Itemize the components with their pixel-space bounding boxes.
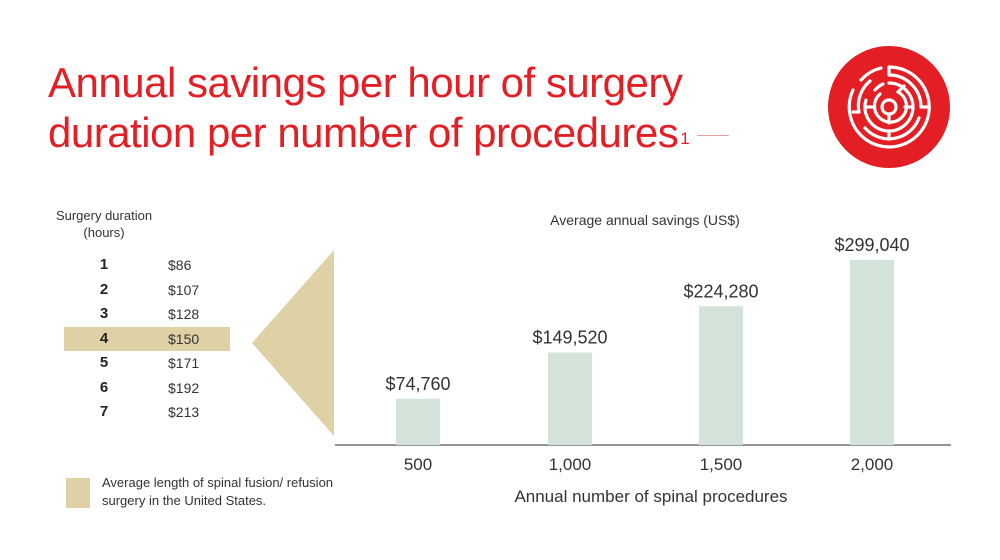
duration-hours: 5: [99, 354, 109, 371]
bar-value-label: $224,280: [683, 281, 758, 301]
bar-value-label: $299,040: [834, 235, 909, 255]
bar-500: [396, 398, 440, 445]
duration-hours: 1: [99, 256, 109, 273]
duration-cost: $213: [168, 404, 200, 420]
footnote-marker: 1: [680, 129, 690, 148]
x-tick-label: 2,000: [851, 455, 894, 474]
maze-icon: [828, 46, 950, 168]
legend-text: Average length of spinal fusion/ refusio…: [102, 475, 334, 508]
duration-hours: 3: [99, 305, 109, 322]
duration-cost: $192: [168, 379, 200, 396]
x-tick-label: 1,500: [700, 455, 743, 474]
title-line-1: Annual savings per hour of surgery: [48, 59, 683, 106]
legend-swatch: [66, 478, 90, 508]
x-tick-label: 500: [404, 455, 432, 474]
duration-row: 6 $192: [64, 376, 230, 401]
duration-table: 1 $86 2 $107 3 $128 4 $150 5 $171 6 $192 7 $213: [64, 253, 230, 425]
bar-1000: [548, 352, 592, 445]
bar-1500: [699, 306, 743, 445]
highlight-pointer: [252, 250, 334, 436]
duration-row: 1 $86: [64, 253, 230, 278]
duration-cost: $171: [168, 355, 200, 371]
duration-hours: 2: [99, 280, 109, 298]
title-rule: [697, 135, 730, 137]
duration-cost: $150: [168, 330, 200, 347]
duration-row: 7 $213: [64, 400, 230, 425]
duration-row: 3 $128: [64, 302, 230, 327]
duration-table-header: Surgery duration (hours): [55, 208, 153, 240]
duration-hours: 4: [99, 329, 109, 347]
chart-title: Average annual savings (US$): [550, 212, 740, 228]
duration-cost: $128: [168, 306, 200, 322]
duration-row: 5 $171: [64, 351, 230, 376]
duration-cost: $107: [168, 281, 200, 298]
title-line-2: duration per number of procedures: [48, 109, 679, 156]
x-axis-label: Annual number of spinal procedures: [514, 487, 787, 506]
duration-row: 2 $107: [64, 278, 230, 303]
page-title: Annual savings per hour of surgery durat…: [48, 58, 808, 158]
maze-logo: [828, 46, 950, 168]
x-tick-label: 1,000: [549, 455, 592, 474]
bar-2000: [850, 260, 894, 445]
bar-value-label: $74,760: [385, 374, 450, 394]
bar-value-label: $149,520: [532, 328, 607, 348]
duration-cost: $86: [168, 257, 192, 273]
duration-hours: 6: [99, 378, 109, 396]
duration-row-highlighted: 4 $150: [64, 326, 230, 351]
duration-hours: 7: [99, 403, 109, 420]
